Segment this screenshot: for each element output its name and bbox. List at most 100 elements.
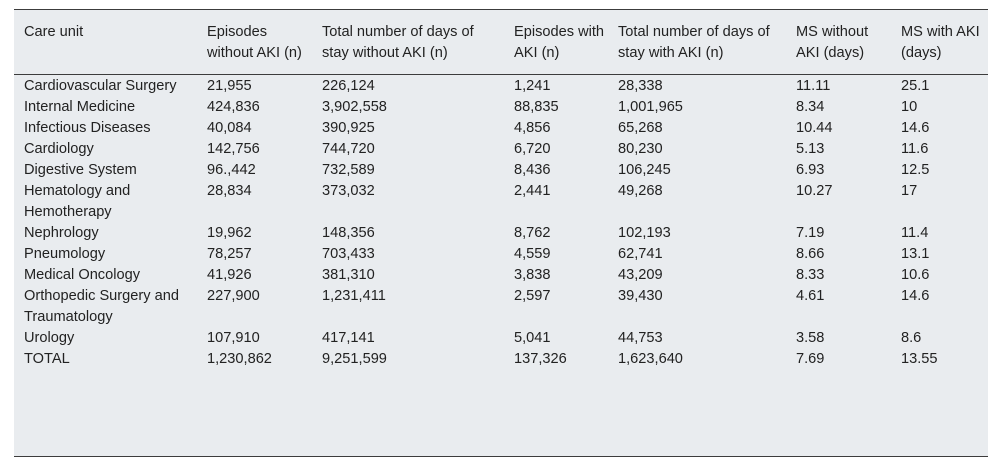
cell-episodes-without-aki: 107,910 <box>207 330 260 346</box>
cell-days-without-aki: 390,925 <box>322 120 375 136</box>
data-table: Care unit Episodes without AKI (n) Total… <box>14 10 988 370</box>
cell-care-unit: TOTAL <box>24 351 70 367</box>
cell-days-without-aki: 226,124 <box>322 78 375 94</box>
cell-episodes-without-aki: 424,836 <box>207 99 260 115</box>
cell-days-without-aki: 703,433 <box>322 246 375 262</box>
table-row: Urology 107,910 417,141 5,041 44,753 3.58 8.6 <box>14 328 988 349</box>
column-header-days-with-aki: Total number of days of stay with AKI (n… <box>608 10 786 75</box>
cell-days-with-aki: 49,268 <box>618 183 663 199</box>
table-body: Cardiovascular Surgery 21,955 226,124 1,241… <box>14 75 988 371</box>
cell-episodes-with-aki: 137,326 <box>514 351 567 367</box>
cell-episodes-with-aki: 8,762 <box>514 225 551 241</box>
cell-episodes-with-aki: 2,597 <box>514 288 551 304</box>
cell-ms-without-aki: 8.34 <box>796 99 825 115</box>
cell-episodes-without-aki: 28,834 <box>207 183 252 199</box>
cell-care-unit: Cardiology <box>24 141 94 157</box>
cell-episodes-without-aki: 142,756 <box>207 141 260 157</box>
cell-episodes-without-aki: 78,257 <box>207 246 252 262</box>
cell-ms-without-aki: 6.93 <box>796 162 825 178</box>
care-unit-table: Care unit Episodes without AKI (n) Total… <box>14 9 988 457</box>
cell-episodes-with-aki: 8,436 <box>514 162 551 178</box>
table-header-row: Care unit Episodes without AKI (n) Total… <box>14 10 988 75</box>
table-row: Orthopedic Surgery and Traumatology 227,9… <box>14 286 988 328</box>
column-header-ms-with-aki: MS with AKI (days) <box>891 10 988 75</box>
cell-care-unit: Urology <box>24 330 75 346</box>
cell-ms-with-aki: 11.4 <box>901 225 929 241</box>
cell-ms-without-aki: 8.33 <box>796 267 825 283</box>
cell-episodes-without-aki: 41,926 <box>207 267 252 283</box>
cell-care-unit: Nephrology <box>24 225 99 241</box>
cell-ms-without-aki: 8.66 <box>796 246 825 262</box>
cell-care-unit: Digestive System <box>24 162 137 178</box>
cell-days-without-aki: 417,141 <box>322 330 375 346</box>
cell-care-unit: Orthopedic Surgery and Traumatology <box>24 288 179 325</box>
cell-days-without-aki: 9,251,599 <box>322 351 387 367</box>
cell-episodes-with-aki: 88,835 <box>514 99 559 115</box>
cell-ms-with-aki: 12.5 <box>901 162 930 178</box>
table-row: Nephrology 19,962 148,356 8,762 102,193 7.19 1… <box>14 223 988 244</box>
cell-care-unit: Medical Oncology <box>24 267 140 283</box>
cell-days-without-aki: 1,231,411 <box>322 288 386 304</box>
cell-days-without-aki: 148,356 <box>322 225 375 241</box>
table-row: Internal Medicine 424,836 3,902,558 88,835 1… <box>14 97 988 118</box>
cell-care-unit: Pneumology <box>24 246 106 262</box>
table-row: TOTAL 1,230,862 9,251,599 137,326 1,623,640 7… <box>14 349 988 370</box>
table-row: Cardiology 142,756 744,720 6,720 80,230 5.13 1… <box>14 139 988 160</box>
cell-episodes-with-aki: 4,559 <box>514 246 551 262</box>
table-row: Hematology and Hemotherapy 28,834 373,032 2… <box>14 181 988 223</box>
cell-days-without-aki: 3,902,558 <box>322 99 387 115</box>
cell-ms-without-aki: 4.61 <box>796 288 825 304</box>
table-row: Medical Oncology 41,926 381,310 3,838 43,209… <box>14 265 988 286</box>
cell-episodes-without-aki: 96.,442 <box>207 162 256 178</box>
column-header-days-without-aki: Total number of days of stay without AKI… <box>312 10 504 75</box>
table-row: Cardiovascular Surgery 21,955 226,124 1,241… <box>14 75 988 98</box>
cell-days-without-aki: 381,310 <box>322 267 375 283</box>
cell-days-with-aki: 106,245 <box>618 162 671 178</box>
cell-ms-without-aki: 7.69 <box>796 351 825 367</box>
cell-days-without-aki: 373,032 <box>322 183 375 199</box>
cell-ms-without-aki: 5.13 <box>796 141 825 157</box>
cell-ms-with-aki: 14.6 <box>901 288 930 304</box>
cell-days-with-aki: 65,268 <box>618 120 663 136</box>
cell-episodes-without-aki: 40,084 <box>207 120 252 136</box>
cell-ms-with-aki: 11.6 <box>901 141 929 157</box>
cell-ms-with-aki: 10 <box>901 99 918 115</box>
cell-ms-with-aki: 17 <box>901 183 918 199</box>
cell-episodes-with-aki: 5,041 <box>514 330 551 346</box>
cell-episodes-with-aki: 3,838 <box>514 267 551 283</box>
cell-ms-without-aki: 3.58 <box>796 330 825 346</box>
cell-ms-with-aki: 14.6 <box>901 120 930 136</box>
cell-days-with-aki: 102,193 <box>618 225 671 241</box>
cell-episodes-without-aki: 19,962 <box>207 225 252 241</box>
cell-ms-with-aki: 13.1 <box>901 246 930 262</box>
cell-ms-with-aki: 8.6 <box>901 330 922 346</box>
cell-days-with-aki: 44,753 <box>618 330 663 346</box>
cell-ms-without-aki: 10.44 <box>796 120 833 136</box>
table-row: Pneumology 78,257 703,433 4,559 62,741 8.66 13… <box>14 244 988 265</box>
column-header-episodes-with-aki: Episodes with AKI (n) <box>504 10 608 75</box>
cell-days-with-aki: 28,338 <box>618 78 663 94</box>
cell-ms-with-aki: 25.1 <box>901 78 930 94</box>
cell-episodes-without-aki: 227,900 <box>207 288 260 304</box>
cell-ms-without-aki: 7.19 <box>796 225 825 241</box>
cell-days-with-aki: 62,741 <box>618 246 663 262</box>
table-row: Infectious Diseases 40,084 390,925 4,856 65,… <box>14 118 988 139</box>
cell-care-unit: Internal Medicine <box>24 99 136 115</box>
cell-episodes-with-aki: 6,720 <box>514 141 551 157</box>
cell-ms-without-aki: 10.27 <box>796 183 833 199</box>
cell-episodes-with-aki: 4,856 <box>514 120 551 136</box>
cell-days-with-aki: 43,209 <box>618 267 663 283</box>
column-header-episodes-without-aki: Episodes without AKI (n) <box>197 10 312 75</box>
column-header-care-unit: Care unit <box>14 10 197 75</box>
cell-episodes-with-aki: 1,241 <box>514 78 551 94</box>
cell-days-with-aki: 1,001,965 <box>618 99 683 115</box>
column-header-ms-without-aki: MS without AKI (days) <box>786 10 891 75</box>
cell-episodes-without-aki: 21,955 <box>207 78 252 94</box>
cell-care-unit: Cardiovascular Surgery <box>24 78 177 94</box>
cell-care-unit: Hematology and Hemotherapy <box>24 183 131 220</box>
cell-days-without-aki: 732,589 <box>322 162 375 178</box>
cell-days-with-aki: 39,430 <box>618 288 663 304</box>
cell-episodes-with-aki: 2,441 <box>514 183 551 199</box>
cell-care-unit: Infectious Diseases <box>24 120 151 136</box>
cell-ms-without-aki: 11.11 <box>796 78 831 94</box>
